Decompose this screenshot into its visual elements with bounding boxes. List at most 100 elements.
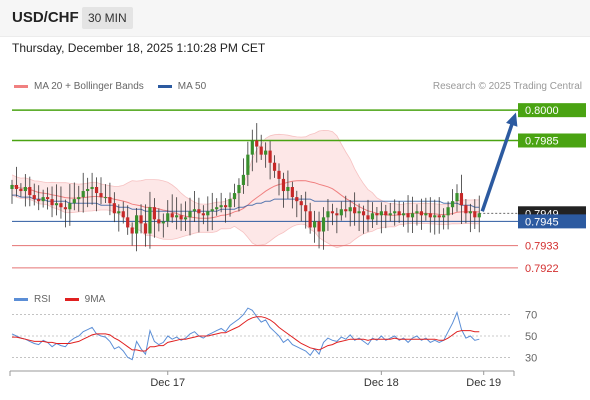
- candle-body: [366, 215, 370, 220]
- candle-body: [295, 197, 299, 202]
- candle-body: [344, 209, 348, 212]
- candle-body: [117, 211, 121, 214]
- candle-body: [161, 221, 165, 224]
- target-label-box-0.7985: [518, 133, 586, 148]
- candle-body: [232, 193, 237, 200]
- candle-body: [370, 213, 375, 220]
- ma20-legend-label: MA 20 + Bollinger Bands: [34, 81, 144, 92]
- ma50-legend-swatch: [157, 85, 172, 88]
- candle-body: [357, 211, 361, 214]
- candle-body: [353, 207, 357, 214]
- candle-body: [148, 207, 152, 234]
- forecast-arrow-shaft: [480, 117, 516, 212]
- candle-body: [215, 207, 219, 210]
- candle-body: [188, 211, 192, 218]
- candle-body: [192, 209, 197, 212]
- rsi-line: [11, 307, 480, 361]
- candle-body: [304, 205, 308, 212]
- candle-body: [46, 197, 50, 200]
- candle-body: [419, 211, 423, 216]
- candle-body: [206, 211, 210, 216]
- candle-body: [326, 211, 330, 218]
- candle-body: [468, 211, 472, 214]
- candle-body: [81, 191, 85, 198]
- candle-body: [477, 213, 481, 218]
- candle-body: [90, 187, 94, 190]
- candle-body: [166, 213, 170, 222]
- main-legend: MA 20 + Bollinger Bands MA 50: [14, 81, 206, 92]
- rsi-legend: RSI 9MA: [14, 294, 105, 305]
- pivot-label: 0.7945: [525, 216, 559, 228]
- candle-body: [424, 213, 428, 216]
- candle-body: [170, 213, 174, 218]
- candle-body: [268, 150, 272, 163]
- candle-body: [433, 215, 437, 218]
- candle-body: [335, 213, 339, 216]
- rsi-level-label-30: 30: [525, 352, 537, 364]
- candle-body: [450, 201, 455, 208]
- candle-body: [410, 213, 415, 218]
- rsi-legend-label: RSI: [34, 294, 51, 305]
- candle-body: [339, 209, 343, 216]
- bollinger-band-area: [12, 130, 480, 248]
- x-tick-label-Dec 18: Dec 18: [364, 377, 399, 389]
- candle-body: [299, 201, 303, 206]
- candle-body: [237, 184, 241, 194]
- rsi-ma9-legend-swatch: [64, 298, 79, 301]
- timeframe-button[interactable]: 30 MIN: [82, 7, 133, 29]
- candle-body: [375, 213, 379, 216]
- target-label-0.8000: 0.8000: [525, 105, 559, 117]
- candle-body: [112, 203, 116, 214]
- candle-body: [72, 199, 76, 204]
- candle-body: [99, 193, 103, 198]
- candle-body: [224, 205, 228, 208]
- candle-body: [281, 178, 286, 192]
- candle-body: [473, 211, 477, 218]
- candle-body: [68, 203, 72, 210]
- candle-body: [446, 207, 450, 216]
- ma20-legend-swatch: [14, 85, 28, 88]
- candle-body: [455, 193, 459, 202]
- rsi-level-label-50: 50: [525, 331, 537, 343]
- bollinger-lower-line: [11, 194, 480, 249]
- pivot-label-box: [518, 214, 586, 229]
- candle-body: [219, 205, 223, 208]
- candle-body: [50, 199, 54, 206]
- candle-body: [86, 189, 90, 192]
- candle-body: [19, 189, 23, 192]
- candle-body: [255, 140, 259, 147]
- candle-body: [201, 213, 205, 216]
- candle-body: [308, 211, 312, 228]
- candle-body: [415, 211, 419, 214]
- candle-body: [228, 199, 232, 208]
- candle-body: [277, 170, 281, 179]
- candle-body: [464, 205, 468, 214]
- candle-body: [272, 162, 277, 171]
- candle-body: [143, 223, 148, 234]
- candle-body: [286, 187, 290, 192]
- candle-body: [361, 211, 366, 216]
- support-label-0.7922: 0.7922: [525, 263, 559, 275]
- candle-body: [32, 195, 36, 200]
- candle-body: [28, 187, 32, 196]
- target-label-0.7985: 0.7985: [525, 135, 559, 147]
- candle-body: [402, 213, 406, 216]
- candle-body: [379, 211, 383, 216]
- x-tick-label-Dec 17: Dec 17: [150, 377, 185, 389]
- candle-body: [250, 140, 254, 155]
- candle-body: [77, 197, 81, 200]
- candle-body: [121, 211, 125, 218]
- candle-body: [442, 215, 446, 218]
- candle-body: [59, 203, 63, 208]
- candle-body: [94, 187, 99, 194]
- candle-body: [393, 211, 397, 214]
- candle-body: [259, 146, 263, 155]
- forecast-arrow-head: [506, 112, 518, 127]
- ma50-legend-label: MA 50: [177, 81, 207, 92]
- candle-body: [10, 184, 14, 190]
- candle-body: [210, 209, 214, 212]
- support-label-0.7933: 0.7933: [525, 241, 559, 253]
- candle-body: [197, 209, 201, 214]
- candle-body: [313, 221, 317, 228]
